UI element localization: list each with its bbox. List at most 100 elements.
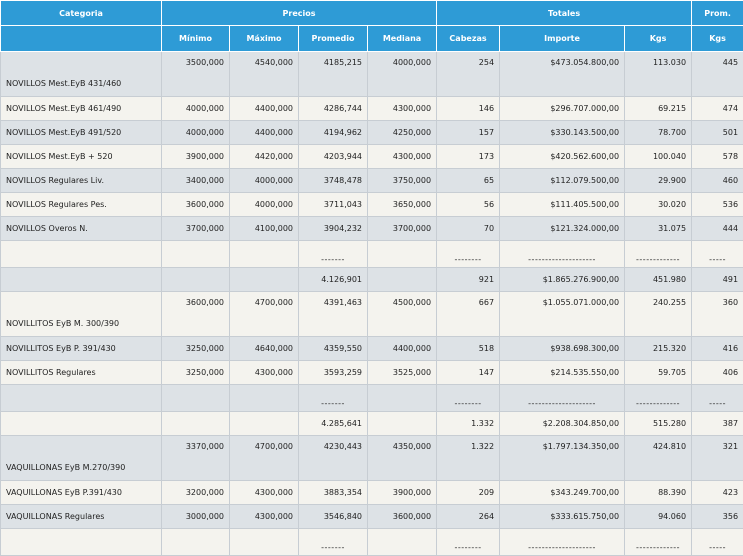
cell-pk: ----- [692,241,743,268]
cell-min: 4000,000 [162,97,230,121]
cell-cab: 173 [437,145,500,169]
cell-med [368,412,437,436]
cell-min: 3600,000 [162,193,230,217]
cell-max [230,385,299,412]
cell-imp: $1.797.134.350,00 [500,436,625,481]
cell-max: 4400,000 [230,97,299,121]
cell-max: 4300,000 [230,361,299,385]
cell-med: 4300,000 [368,145,437,169]
cell-min [162,268,230,292]
cell-max [230,268,299,292]
table-row: ----------------------------------------… [1,385,743,412]
cell-min: 3370,000 [162,436,230,481]
cell-cat [1,529,162,556]
cell-min: 3500,000 [162,52,230,97]
cell-kgs: 451.980 [625,268,692,292]
cell-med: 4350,000 [368,436,437,481]
cell-cat: NOVILLITOS Regulares [1,361,162,385]
cell-cab: -------- [437,385,500,412]
cell-min: 3250,000 [162,361,230,385]
header-importe: Importe [500,26,625,52]
cell-imp: -------------------- [500,529,625,556]
cell-min [162,412,230,436]
cell-prom: 4359,550 [299,337,368,361]
header-cabezas: Cabezas [437,26,500,52]
header-categoria: Categoria [1,1,162,26]
cell-kgs: 69.215 [625,97,692,121]
cell-cab: 157 [437,121,500,145]
cell-cat: NOVILLOS Mest.EyB 491/520 [1,121,162,145]
cell-prom: 3748,478 [299,169,368,193]
cell-min [162,529,230,556]
cell-imp: $2.208.304.850,00 [500,412,625,436]
cell-cab: 209 [437,481,500,505]
cell-prom: ------- [299,385,368,412]
cell-prom: 3711,043 [299,193,368,217]
cell-kgs: 31.075 [625,217,692,241]
cell-kgs: 78.700 [625,121,692,145]
cell-imp: $112.079.500,00 [500,169,625,193]
cell-min: 3400,000 [162,169,230,193]
cell-kgs: 215.320 [625,337,692,361]
cell-kgs: 113.030 [625,52,692,97]
cell-cab: 921 [437,268,500,292]
cell-med: 3750,000 [368,169,437,193]
cell-imp: $1.865.276.900,00 [500,268,625,292]
cell-cab: 147 [437,361,500,385]
cell-max [230,241,299,268]
cell-min: 3600,000 [162,292,230,337]
cell-max: 4100,000 [230,217,299,241]
header-prom: Prom. [692,1,743,26]
cell-prom: 4286,744 [299,97,368,121]
cell-pk: 491 [692,268,743,292]
cell-max: 4640,000 [230,337,299,361]
cell-max: 4400,000 [230,121,299,145]
cell-med [368,241,437,268]
cell-cat [1,241,162,268]
cell-cab: -------- [437,529,500,556]
cell-kgs: ------------- [625,241,692,268]
cell-kgs: ------------- [625,529,692,556]
cell-min [162,385,230,412]
cell-cab: 254 [437,52,500,97]
cell-imp: $330.143.500,00 [500,121,625,145]
cell-cat [1,385,162,412]
cell-pk: 423 [692,481,743,505]
cell-imp: $121.324.000,00 [500,217,625,241]
cell-med: 4250,000 [368,121,437,145]
cell-imp: $214.535.550,00 [500,361,625,385]
cell-max: 4300,000 [230,505,299,529]
cell-prom: ------- [299,529,368,556]
cell-med: 3650,000 [368,193,437,217]
cell-pk: 387 [692,412,743,436]
cell-kgs: 88.390 [625,481,692,505]
cell-pk: ----- [692,385,743,412]
cell-cab: 264 [437,505,500,529]
cell-cab: 70 [437,217,500,241]
cell-imp: $420.562.600,00 [500,145,625,169]
cell-imp: $473.054.800,00 [500,52,625,97]
cell-cab: -------- [437,241,500,268]
cell-pk: 360 [692,292,743,337]
cell-min [162,241,230,268]
cell-imp: $1.055.071.000,00 [500,292,625,337]
cell-min: 3200,000 [162,481,230,505]
header-blank [1,26,162,52]
cell-max: 4540,000 [230,52,299,97]
cell-med: 4300,000 [368,97,437,121]
cell-cab: 65 [437,169,500,193]
cell-cab: 518 [437,337,500,361]
